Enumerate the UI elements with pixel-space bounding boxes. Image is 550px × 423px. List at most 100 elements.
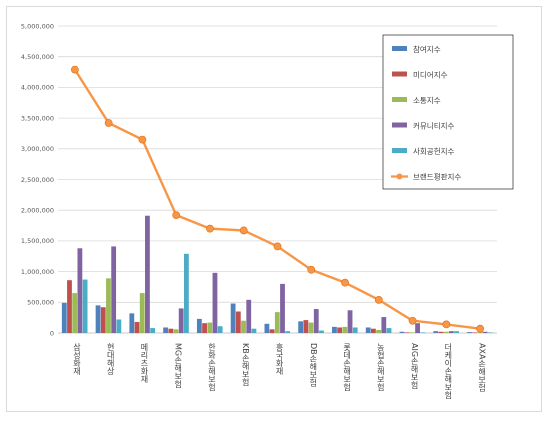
bar <box>298 321 304 333</box>
legend-swatch-marker <box>396 173 403 180</box>
bar <box>280 283 285 333</box>
legend-label: 커뮤니티지수 <box>413 121 454 130</box>
bar <box>477 332 483 333</box>
bar <box>173 329 179 333</box>
legend-swatch <box>392 148 407 153</box>
bar <box>404 332 410 333</box>
chart-frame: 0 500,000 1,000,000 1,500,000 2,000,000 2,500… <box>6 6 542 412</box>
y-tick-label: 3,500,000 <box>21 114 54 122</box>
line-point <box>374 295 383 304</box>
bar <box>134 321 140 333</box>
x-tick-label: AIG손해보험 <box>410 343 419 389</box>
bar <box>241 320 246 333</box>
bar <box>202 323 207 333</box>
line-point <box>138 135 147 144</box>
line-point <box>206 224 214 233</box>
bar <box>420 332 426 333</box>
bar <box>415 323 420 333</box>
bar <box>487 332 493 333</box>
bar <box>308 322 314 333</box>
bar <box>443 331 449 333</box>
bar <box>264 323 270 333</box>
legend-label: 소통지수 <box>413 96 441 105</box>
legend-swatch <box>392 97 407 102</box>
legend-swatch <box>392 122 407 128</box>
bar <box>246 299 252 333</box>
bar <box>482 331 488 333</box>
bar <box>72 293 78 333</box>
bar <box>145 215 150 333</box>
bar <box>116 319 122 333</box>
x-tick-label: AXA손해보험 <box>478 343 487 391</box>
bar <box>347 310 353 333</box>
bar <box>150 328 156 333</box>
bar <box>313 309 319 333</box>
bar <box>371 328 376 333</box>
bar <box>381 317 387 333</box>
bar <box>409 332 415 333</box>
bar <box>319 330 324 333</box>
bar <box>337 327 343 333</box>
bar <box>183 253 189 333</box>
bar <box>100 307 106 333</box>
x-tick-label: 롯데손해보험 <box>343 343 352 391</box>
bar <box>399 331 405 333</box>
y-tick-label: 3,000,000 <box>21 145 54 153</box>
y-tick-label: 2,500,000 <box>21 176 54 184</box>
bar <box>77 248 83 333</box>
y-tick-label: 0 <box>50 329 54 337</box>
line-point <box>341 278 349 287</box>
bar <box>332 326 337 333</box>
x-tick-label: MG손해보험 <box>174 343 183 388</box>
bar <box>454 331 459 333</box>
y-tick-label: 5,000,000 <box>21 22 54 30</box>
bar <box>139 293 145 333</box>
bar <box>207 322 213 333</box>
bar <box>163 327 168 333</box>
bar <box>365 327 371 333</box>
y-tick-label: 1,500,000 <box>21 237 54 245</box>
line-point <box>408 316 417 325</box>
bar <box>438 331 444 333</box>
x-tick-label: 농협손해보험 <box>376 343 385 391</box>
legend-box <box>382 34 514 190</box>
line-point <box>307 265 316 274</box>
x-tick-label: 현대해상 <box>106 343 115 375</box>
bar <box>269 329 275 333</box>
x-tick-label: 한화손해보험 <box>207 343 216 391</box>
x-tick-label: 더케이손해보험 <box>444 343 453 399</box>
bar <box>303 320 309 333</box>
y-tick-label: 4,000,000 <box>21 84 54 92</box>
bar <box>472 332 478 333</box>
bar <box>352 327 358 333</box>
bar <box>178 308 184 333</box>
bar <box>285 331 291 333</box>
bar <box>67 280 72 333</box>
bar <box>274 312 280 333</box>
line-point <box>172 211 181 220</box>
legend-label: 브랜드평판지수 <box>413 171 461 181</box>
line-point <box>476 324 485 333</box>
bar <box>61 302 67 333</box>
y-tick-label: 1,000,000 <box>21 268 54 276</box>
line-point <box>273 242 282 251</box>
bar <box>82 279 88 333</box>
bar <box>386 328 392 333</box>
bar <box>433 331 439 333</box>
x-tick-label: DB손해보험 <box>309 343 318 387</box>
bar <box>217 326 223 333</box>
legend-swatch <box>392 71 407 77</box>
x-tick-label: 메리츠화재 <box>140 343 149 384</box>
y-tick-label: 500,000 <box>27 299 54 307</box>
bar <box>448 331 454 333</box>
x-tick-label: KB손해보험 <box>241 343 250 386</box>
legend-label: 미디어지수 <box>413 69 448 79</box>
bar <box>196 318 202 333</box>
bar <box>212 272 218 333</box>
bar <box>342 326 348 333</box>
bar <box>95 305 101 333</box>
bar <box>168 328 174 333</box>
line-point <box>70 65 79 74</box>
legend-label: 사회공헌지수 <box>413 147 454 156</box>
bar <box>111 246 117 333</box>
